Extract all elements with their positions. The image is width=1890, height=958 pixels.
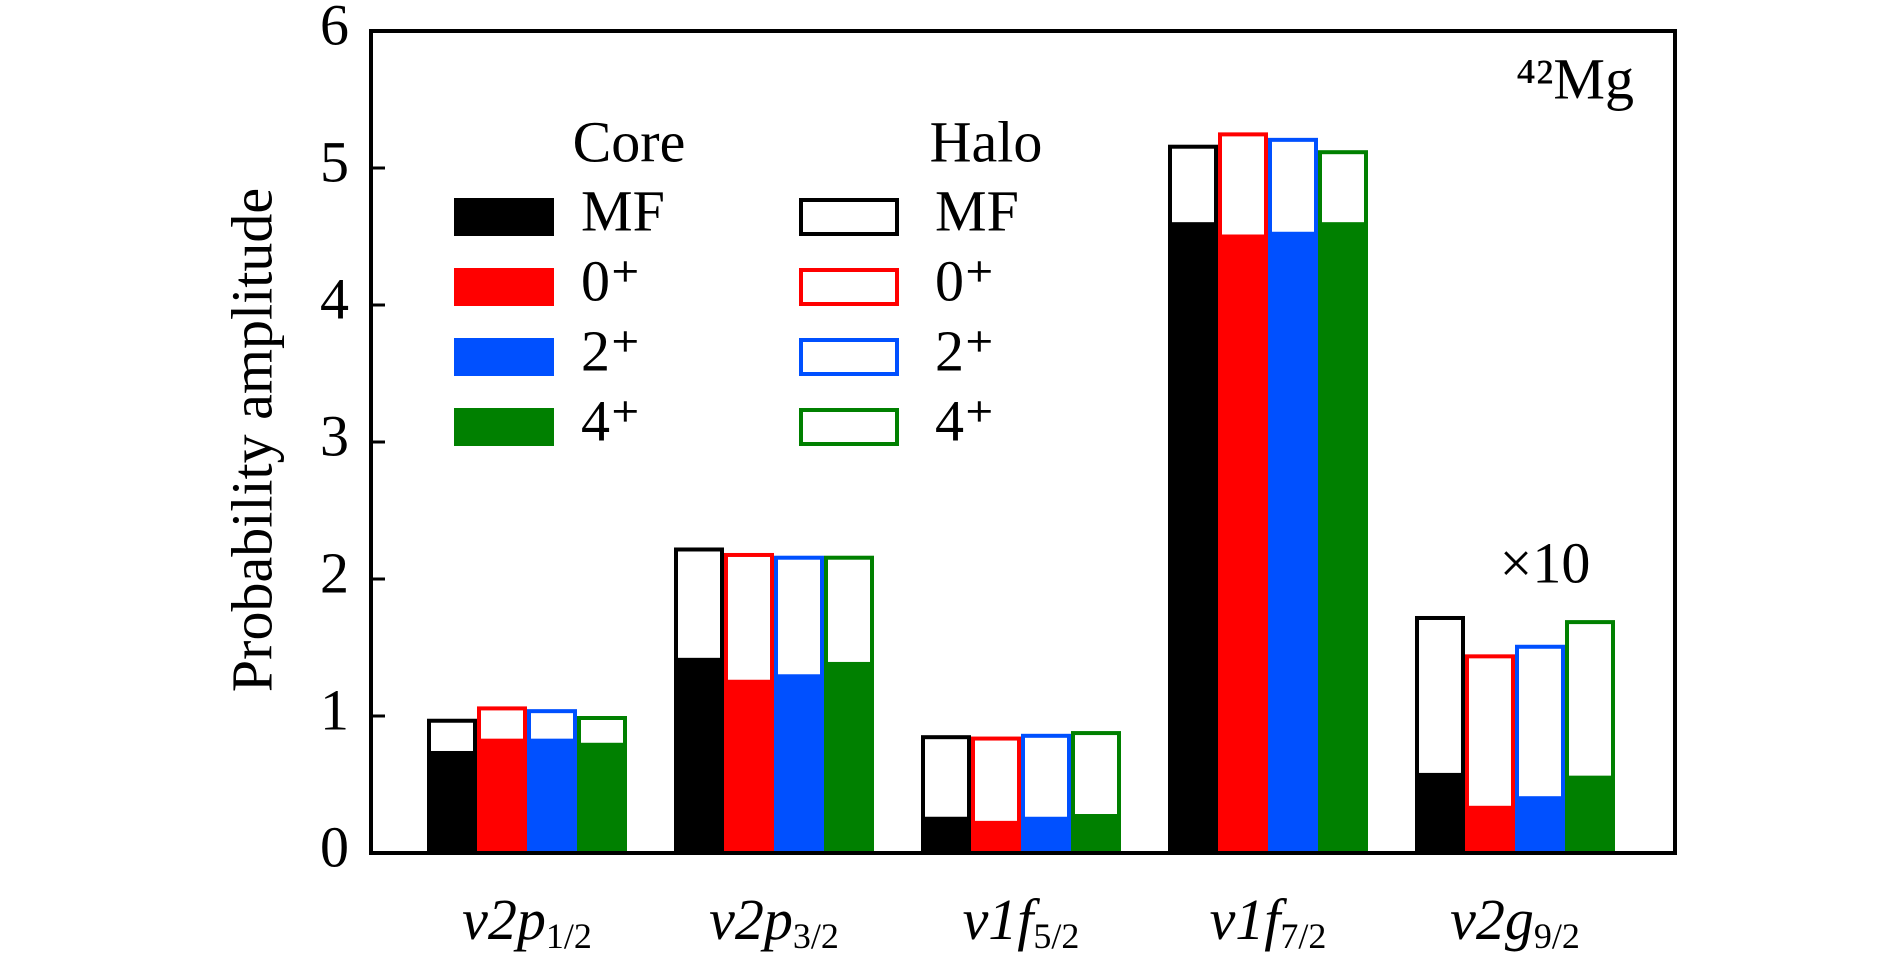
legend-swatch [799, 198, 899, 236]
legend-label: 0⁺ [935, 248, 995, 313]
core-bar [824, 663, 874, 853]
category-sub: 9/2 [1534, 916, 1580, 956]
halo-bar [527, 709, 577, 743]
core-bar [1268, 233, 1318, 853]
core-bar [1415, 774, 1465, 853]
category-main: v1f [963, 887, 1041, 952]
halo-bar [477, 706, 527, 743]
x-tick-label: v1f7/2 [1210, 887, 1327, 956]
legend-swatch [454, 268, 554, 306]
category-sub: 5/2 [1033, 916, 1079, 956]
plot-frame [369, 29, 1677, 855]
halo-bar [724, 552, 774, 684]
legend-swatch [454, 338, 554, 376]
legend-header: Core [573, 109, 686, 174]
y-tick-label: 2 [320, 540, 349, 605]
category-sub: 1/2 [546, 916, 592, 956]
nucleus-annotation: ⁴²Mg [1516, 46, 1634, 111]
y-tick-label: 1 [320, 677, 349, 742]
halo-bar [921, 735, 971, 821]
x-tick-label: v2p3/2 [709, 887, 839, 956]
core-bar [1318, 224, 1368, 854]
x-tick-label: v2g9/2 [1450, 887, 1580, 956]
halo-bar [1268, 137, 1318, 236]
y-axis-label: Probability amplitude [219, 188, 284, 692]
halo-bar [1071, 731, 1121, 819]
category-main: v2p [462, 887, 546, 952]
halo-bar [1318, 150, 1368, 227]
core-bar [971, 822, 1021, 853]
legend-swatch [454, 408, 554, 446]
y-tick-label: 0 [320, 814, 349, 879]
legend-label: MF [935, 178, 1019, 243]
core-bar [427, 752, 477, 853]
core-bar [921, 818, 971, 853]
core-bar [674, 659, 724, 853]
core-bar [1168, 224, 1218, 854]
y-tick-label: 5 [320, 129, 349, 194]
category-main: v2g [1450, 887, 1534, 952]
core-bar [1071, 816, 1121, 853]
legend-swatch [454, 198, 554, 236]
core-bar [1515, 798, 1565, 853]
legend-label: 2⁺ [581, 318, 641, 383]
core-bar [477, 740, 527, 853]
core-bar [527, 740, 577, 853]
legend-label: 2⁺ [935, 318, 995, 383]
halo-bar [1515, 644, 1565, 801]
halo-bar [1415, 615, 1465, 777]
legend-swatch [799, 268, 899, 306]
core-bar [577, 744, 627, 853]
core-bar [1465, 807, 1515, 853]
y-tick-label: 6 [320, 0, 349, 57]
legend-header: Halo [930, 109, 1043, 174]
core-bar [1565, 777, 1615, 853]
x-tick-label: v2p1/2 [462, 887, 592, 956]
core-bar [1218, 236, 1268, 853]
halo-bar [774, 555, 824, 679]
scale-annotation: ×10 [1500, 530, 1591, 595]
halo-bar [1465, 654, 1515, 810]
halo-bar [674, 547, 724, 662]
core-bar [774, 676, 824, 853]
legend-label: 4⁺ [581, 388, 641, 453]
halo-bar [971, 736, 1021, 825]
legend-swatch [799, 338, 899, 376]
category-sub: 3/2 [793, 916, 839, 956]
core-bar [1021, 818, 1071, 853]
halo-bar [1168, 144, 1218, 227]
category-main: v1f [1210, 887, 1288, 952]
y-tick-label: 3 [320, 403, 349, 468]
halo-bar [427, 718, 477, 755]
halo-bar [824, 555, 874, 666]
legend-label: 0⁺ [581, 248, 641, 313]
legend-swatch [799, 408, 899, 446]
halo-bar [1218, 132, 1268, 239]
halo-bar [577, 716, 627, 747]
legend-label: 4⁺ [935, 388, 995, 453]
y-tick-label: 4 [320, 266, 349, 331]
category-main: v2p [709, 887, 793, 952]
x-tick-label: v1f5/2 [963, 887, 1080, 956]
category-sub: 7/2 [1280, 916, 1326, 956]
legend-label: MF [581, 178, 665, 243]
halo-bar [1021, 733, 1071, 821]
halo-bar [1565, 620, 1615, 780]
core-bar [724, 681, 774, 853]
